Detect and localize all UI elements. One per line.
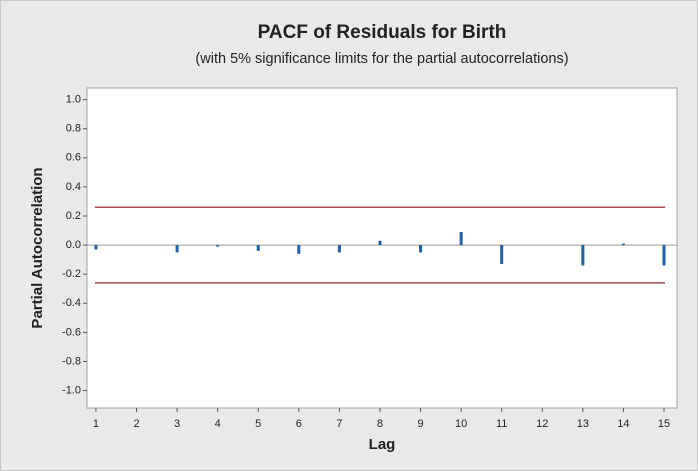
bar [216, 245, 220, 247]
chart-title: PACF of Residuals for Birth [258, 22, 507, 43]
x-tick-label: 12 [536, 418, 548, 430]
x-tick-label: 6 [296, 418, 302, 430]
bar [175, 245, 179, 253]
bar [378, 240, 382, 246]
x-tick-label: 4 [215, 418, 221, 430]
x-tick-label: 9 [417, 418, 423, 430]
y-tick-label: 0.2 [66, 210, 81, 222]
y-axis-label: Partial Autocorrelation [29, 167, 46, 328]
x-tick-label: 1 [93, 418, 99, 430]
chart-subtitle: (with 5% significance limits for the par… [195, 51, 568, 67]
y-tick-label: 0.6 [66, 152, 81, 164]
y-tick-label: -0.4 [62, 297, 81, 309]
bar [621, 243, 625, 246]
x-tick-label: 3 [174, 418, 180, 430]
x-tick-label: 13 [577, 418, 589, 430]
bar [256, 245, 260, 251]
y-tick-label: -0.8 [62, 355, 81, 367]
bar [581, 245, 585, 266]
bar [337, 245, 341, 253]
y-tick-label: 0.8 [66, 123, 81, 135]
y-tick-label: -1.0 [62, 384, 81, 396]
bar [297, 245, 301, 254]
x-axis-label: Lag [369, 436, 396, 453]
x-tick-label: 2 [133, 418, 139, 430]
bar [94, 245, 98, 250]
bar [662, 245, 666, 266]
bar [500, 245, 504, 264]
bar [459, 232, 463, 246]
x-tick-label: 15 [658, 418, 670, 430]
x-tick-label: 11 [496, 418, 507, 430]
plot-area [86, 87, 678, 409]
bar [419, 245, 423, 253]
y-tick-label: 0.0 [66, 239, 81, 251]
y-tick-label: 0.4 [66, 181, 81, 193]
x-tick-label: 7 [336, 418, 342, 430]
x-tick-label: 5 [255, 418, 261, 430]
x-tick-label: 14 [617, 418, 629, 430]
y-tick-label: -0.6 [62, 326, 81, 338]
x-tick-label: 8 [377, 418, 383, 430]
y-tick-label: 1.0 [66, 94, 81, 106]
y-tick-label: -0.2 [62, 268, 81, 280]
x-tick-label: 10 [455, 418, 467, 430]
